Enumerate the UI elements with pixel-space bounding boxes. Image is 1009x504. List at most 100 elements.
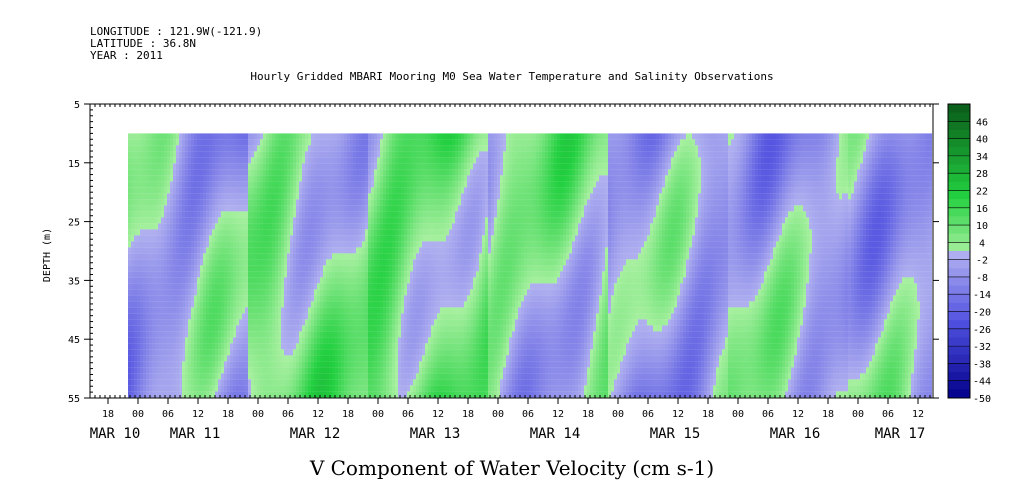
heatmap-cell (440, 199, 443, 206)
heatmap-cell (332, 253, 335, 260)
heatmap-cell (458, 241, 461, 248)
heatmap-cell (272, 373, 275, 380)
heatmap-cell (278, 169, 281, 176)
heatmap-cell (293, 331, 296, 338)
heatmap-cell (371, 325, 374, 332)
heatmap-cell (188, 385, 191, 392)
heatmap-cell (398, 223, 401, 230)
heatmap-cell (344, 193, 347, 200)
heatmap-cell (398, 175, 401, 182)
heatmap-cell (347, 265, 350, 272)
heatmap-cell (173, 271, 176, 278)
heatmap-cell (425, 217, 428, 224)
heatmap-cell (218, 163, 221, 170)
heatmap-cell (242, 307, 245, 314)
heatmap-cell (266, 253, 269, 260)
heatmap-cell (299, 307, 302, 314)
heatmap-cell (386, 253, 389, 260)
heatmap-cell (221, 247, 224, 254)
heatmap-cell (212, 265, 215, 272)
heatmap-cell (263, 133, 266, 140)
heatmap-cell (389, 355, 392, 362)
heatmap-cell (392, 313, 395, 320)
heatmap-cell (326, 367, 329, 374)
heatmap-cell (305, 385, 308, 392)
heatmap-cell (188, 157, 191, 164)
heatmap-cell (194, 229, 197, 236)
heatmap-cell (344, 373, 347, 380)
heatmap-cell (131, 367, 134, 374)
heatmap-cell (152, 295, 155, 302)
heatmap-cell (392, 361, 395, 368)
heatmap-cell (416, 133, 419, 140)
heatmap-cell (371, 361, 374, 368)
heatmap-cell (203, 133, 206, 140)
heatmap-cell (392, 175, 395, 182)
heatmap-cell (242, 181, 245, 188)
heatmap-cell (371, 349, 374, 356)
heatmap-cell (158, 355, 161, 362)
heatmap-cell (320, 187, 323, 194)
heatmap-cell (218, 247, 221, 254)
heatmap-cell (305, 181, 308, 188)
heatmap-cell (293, 361, 296, 368)
heatmap-cell (368, 199, 371, 206)
heatmap-cell (134, 391, 137, 398)
heatmap-cell (227, 181, 230, 188)
heatmap-cell (191, 343, 194, 350)
heatmap-cell (401, 217, 404, 224)
heatmap-cell (401, 247, 404, 254)
heatmap-cell (263, 349, 266, 356)
heatmap-cell (245, 355, 248, 362)
heatmap-cell (254, 391, 257, 398)
heatmap-cell (302, 295, 305, 302)
heatmap-cell (155, 193, 158, 200)
heatmap-cell (416, 145, 419, 152)
heatmap-cell (206, 175, 209, 182)
heatmap-cell (221, 193, 224, 200)
heatmap-cell (266, 157, 269, 164)
heatmap-cell (272, 253, 275, 260)
heatmap-cell (218, 391, 221, 398)
heatmap-cell (137, 157, 140, 164)
heatmap-cell (260, 349, 263, 356)
heatmap-cell (149, 217, 152, 224)
heatmap-cell (452, 145, 455, 152)
heatmap-cell (356, 373, 359, 380)
heatmap-cell (350, 325, 353, 332)
heatmap-cell (326, 145, 329, 152)
heatmap-cell (170, 247, 173, 254)
heatmap-cell (287, 265, 290, 272)
heatmap-cell (227, 241, 230, 248)
heatmap-cell (332, 355, 335, 362)
heatmap-cell (335, 337, 338, 344)
heatmap-cell (272, 289, 275, 296)
heatmap-cell (383, 241, 386, 248)
heatmap-cell (455, 193, 458, 200)
heatmap-cell (179, 301, 182, 308)
heatmap-cell (131, 241, 134, 248)
heatmap-cell (302, 367, 305, 374)
heatmap-cell (386, 163, 389, 170)
heatmap-cell (269, 157, 272, 164)
heatmap-cell (311, 289, 314, 296)
heatmap-cell (134, 169, 137, 176)
heatmap-cell (167, 391, 170, 398)
heatmap-cell (278, 265, 281, 272)
heatmap-cell (275, 301, 278, 308)
heatmap-cell (410, 235, 413, 242)
heatmap-cell (389, 265, 392, 272)
heatmap-cell (419, 391, 422, 398)
heatmap-cell (455, 145, 458, 152)
heatmap-cell (203, 343, 206, 350)
heatmap-cell (170, 139, 173, 146)
heatmap-cell (290, 247, 293, 254)
heatmap-cell (131, 187, 134, 194)
heatmap-cell (299, 229, 302, 236)
heatmap-cell (164, 229, 167, 236)
heatmap-cell (323, 217, 326, 224)
heatmap-cell (218, 313, 221, 320)
heatmap-cell (131, 331, 134, 338)
heatmap-cell (308, 379, 311, 386)
heatmap-cell (332, 319, 335, 326)
